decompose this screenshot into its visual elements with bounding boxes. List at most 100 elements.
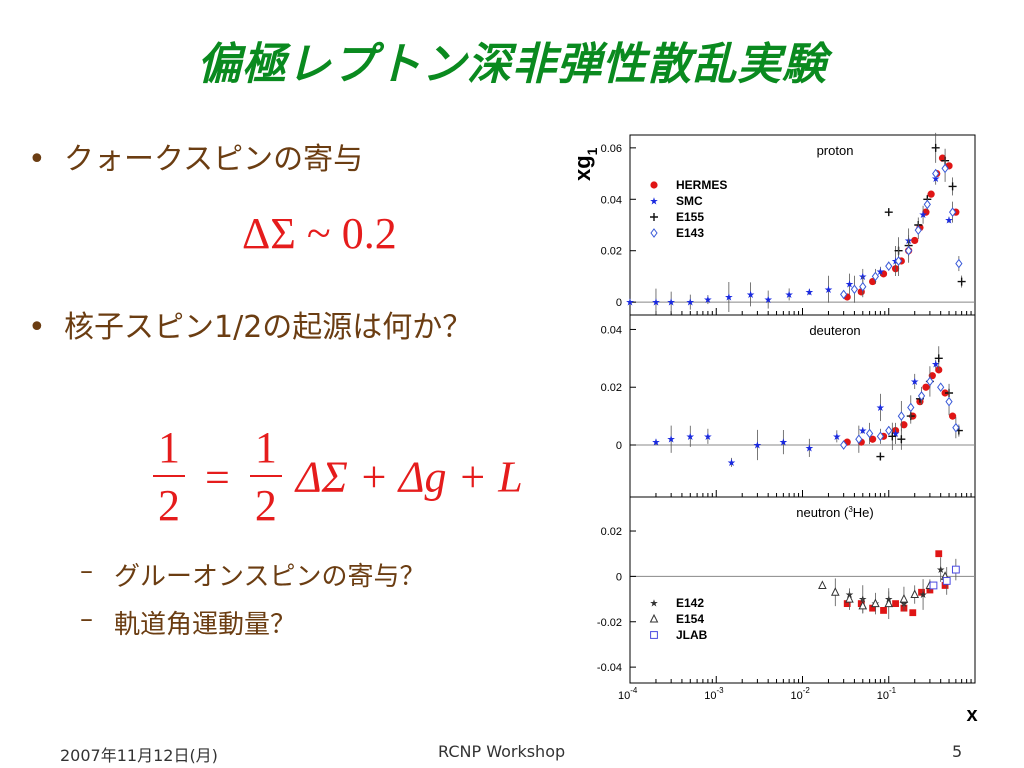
data-point xyxy=(871,598,880,608)
panel-frame xyxy=(629,314,976,498)
fraction-half-rhs: 1 2 xyxy=(247,422,285,532)
fraction-bar xyxy=(153,475,185,477)
data-point xyxy=(858,600,868,610)
panel-label: deuteron xyxy=(809,323,860,338)
data-point xyxy=(926,376,934,387)
data-point xyxy=(900,421,908,429)
data-point xyxy=(927,190,935,198)
data-point xyxy=(934,354,943,363)
data-point xyxy=(876,431,885,442)
data-point xyxy=(876,452,885,461)
data-point xyxy=(850,284,859,295)
y-tick-label: 0.02 xyxy=(601,382,622,394)
panel-label-end: He) xyxy=(853,505,874,520)
data-point xyxy=(931,143,940,152)
data-point xyxy=(865,428,874,439)
x-tick-exponent: -1 xyxy=(889,686,897,695)
data-point xyxy=(855,434,863,445)
data-point: ★ xyxy=(650,599,659,610)
y-tick-label: 0 xyxy=(616,571,622,583)
panel-deuteron: 0 0.02 0.04 deuteron ★ ★ ★ ★ ★ ★ ★ ★ ★ ★ ★ ★ ★ ★ xyxy=(601,314,976,498)
fraction-numerator: 1 xyxy=(158,423,180,472)
formula-spin-sum: 1 2 = 1 2 ΔΣ + Δg + L xyxy=(150,422,523,532)
formula-terms: ΔΣ + Δg + L xyxy=(295,452,523,502)
data-point: ★ xyxy=(931,360,940,371)
data-point: ★ xyxy=(626,298,635,309)
x-tick-label: 10-1 xyxy=(877,686,897,702)
x-tick-exponent: -2 xyxy=(803,686,811,695)
data-point xyxy=(948,207,957,217)
legend-label: E154 xyxy=(676,612,704,626)
data-point: ★ xyxy=(703,432,712,443)
y-tick-label: -0.02 xyxy=(597,617,622,629)
data-point: ★ xyxy=(919,210,928,221)
data-point xyxy=(932,168,940,179)
data-point xyxy=(871,271,880,282)
panel-frame xyxy=(629,496,976,684)
data-point xyxy=(897,435,906,444)
dash-marker: – xyxy=(80,556,93,586)
data-point xyxy=(942,577,951,585)
legend-label: E143 xyxy=(676,226,704,240)
y-axis-label: xg1 xyxy=(570,147,600,181)
data-point: ★ xyxy=(727,458,736,469)
panel-label: neutron (3He) xyxy=(796,505,873,520)
data-point xyxy=(899,593,909,603)
legend-label: HERMES xyxy=(676,178,727,192)
data-point xyxy=(923,199,931,210)
panel-label-superscript: 3 xyxy=(848,505,853,514)
data-point: ★ xyxy=(651,298,660,309)
panel-proton: 00.020.040.06 proton★ ★ ★ ★ ★ ★ ★ ★ ★ ★ ★ ★★ ★★★★★★HE… xyxy=(601,132,976,316)
data-point xyxy=(922,208,930,216)
data-point xyxy=(859,281,867,292)
xg1-chart: 0 0.02 0.04 0.06 proton ★ ★ ★ ★ ★ ★ ★ ★ ★ ★ ★ ★ ★ ★ ★ ★ ★ ★ ★ HE… xyxy=(570,132,978,725)
data-point: ★ xyxy=(667,298,676,309)
data-point: ★ xyxy=(746,290,755,301)
data-point xyxy=(917,391,926,401)
sub-item-text: 軌道角運動量？ xyxy=(114,610,297,640)
data-point xyxy=(650,631,658,639)
y-tick-label: 0.04 xyxy=(601,324,622,336)
data-point xyxy=(857,600,865,608)
data-point: ★ xyxy=(824,285,833,296)
data-point xyxy=(884,208,893,217)
data-point: ★ xyxy=(891,429,900,440)
data-point xyxy=(884,598,894,608)
x-tick-label: 10-4 xyxy=(618,686,638,702)
data-point xyxy=(888,432,897,441)
data-point: ★ xyxy=(753,441,762,452)
data-point xyxy=(910,589,920,599)
data-point xyxy=(955,258,963,269)
data-point: ★ xyxy=(876,267,885,278)
y-tick-label: 0.02 xyxy=(601,246,622,258)
data-point: ★ xyxy=(931,174,940,185)
data-point: ★ xyxy=(779,438,788,449)
data-point: ★ xyxy=(651,438,660,449)
data-point xyxy=(935,550,943,558)
data-point xyxy=(937,382,945,393)
data-point: ★ xyxy=(686,298,695,309)
data-point xyxy=(957,277,966,286)
y-axis-label-subscript: 1 xyxy=(584,147,600,155)
data-point xyxy=(897,411,905,421)
data-point xyxy=(650,181,658,189)
sub-item-text: グルーオンスピンの寄与？ xyxy=(114,562,426,592)
data-point: ★ xyxy=(910,377,919,388)
fraction-denominator: 2 xyxy=(254,481,277,530)
bullet-text: クォークスピンの寄与 xyxy=(64,142,364,177)
data-point xyxy=(885,425,893,436)
data-point: ★ xyxy=(858,426,867,437)
data-point: ★ xyxy=(805,443,814,454)
data-point: ★ xyxy=(891,257,900,268)
panel-label: proton xyxy=(817,143,854,158)
data-point xyxy=(894,256,903,266)
data-point xyxy=(830,587,840,596)
y-tick-label: -0.04 xyxy=(597,662,622,674)
data-point xyxy=(818,580,827,589)
data-point xyxy=(945,396,953,407)
y-tick-label: 0 xyxy=(616,297,622,309)
x-tick-label: 10-3 xyxy=(704,686,724,702)
data-point xyxy=(914,225,922,235)
formula-delta-sigma: ΔΣ ~ 0.2 xyxy=(242,209,397,258)
